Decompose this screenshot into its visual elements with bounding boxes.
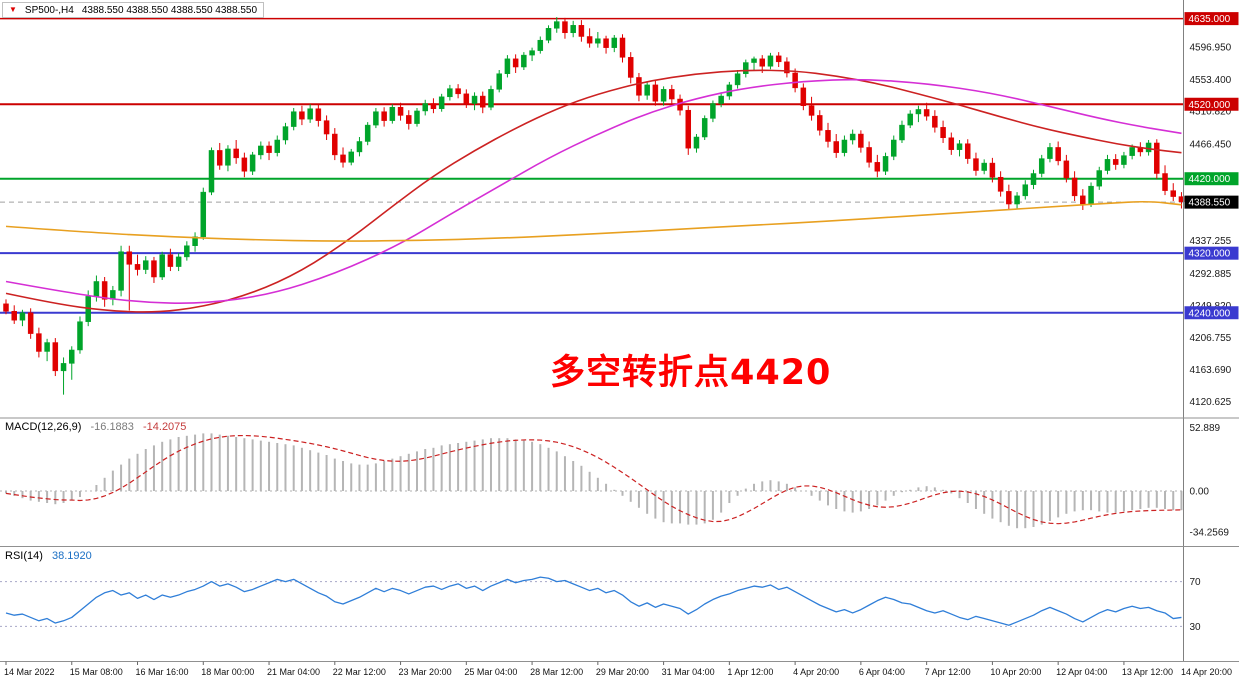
symbol-quote-bar[interactable]: ▼ SP500-,H4 4388.550 4388.550 4388.550 4… — [2, 2, 265, 18]
macd-main-value: -16.1883 — [90, 421, 134, 433]
symbol-dropdown-icon[interactable]: ▼ — [9, 5, 17, 14]
svg-text:14 Apr 20:00: 14 Apr 20:00 — [1181, 667, 1232, 677]
macd-signal-value: -14.2075 — [142, 421, 187, 433]
quote-values: 4388.550 4388.550 4388.550 4388.550 — [81, 4, 258, 16]
svg-text:4420.000: 4420.000 — [1189, 174, 1231, 185]
svg-text:14 Mar 2022: 14 Mar 2022 — [4, 667, 55, 677]
svg-text:23 Mar 20:00: 23 Mar 20:00 — [399, 667, 452, 677]
svg-text:10 Apr 20:00: 10 Apr 20:00 — [990, 667, 1041, 677]
macd-name: MACD(12,26,9) — [5, 421, 82, 433]
svg-text:6 Apr 04:00: 6 Apr 04:00 — [859, 667, 905, 677]
chart-annotation[interactable]: 多空转折点4420 — [550, 353, 832, 393]
svg-text:25 Mar 04:00: 25 Mar 04:00 — [464, 667, 517, 677]
svg-text:4520.000: 4520.000 — [1189, 100, 1231, 111]
rsi-indicator-label: RSI(14) 38.1920 — [5, 550, 92, 562]
svg-text:22 Mar 12:00: 22 Mar 12:00 — [333, 667, 386, 677]
svg-text:4388.550: 4388.550 — [1189, 198, 1231, 209]
svg-text:7 Apr 12:00: 7 Apr 12:00 — [925, 667, 971, 677]
svg-text:4337.255: 4337.255 — [1190, 236, 1232, 247]
svg-text:52.889: 52.889 — [1190, 423, 1221, 434]
svg-text:4120.625: 4120.625 — [1190, 397, 1232, 408]
svg-text:28 Mar 12:00: 28 Mar 12:00 — [530, 667, 583, 677]
svg-text:4596.950: 4596.950 — [1190, 42, 1232, 53]
svg-text:29 Mar 20:00: 29 Mar 20:00 — [596, 667, 649, 677]
svg-text:21 Mar 04:00: 21 Mar 04:00 — [267, 667, 320, 677]
svg-text:4635.000: 4635.000 — [1189, 14, 1231, 25]
svg-text:15 Mar 08:00: 15 Mar 08:00 — [70, 667, 123, 677]
svg-text:1 Apr 12:00: 1 Apr 12:00 — [727, 667, 773, 677]
macd-indicator-label: MACD(12,26,9) -16.1883 -14.2075 — [5, 421, 186, 433]
svg-text:4 Apr 20:00: 4 Apr 20:00 — [793, 667, 839, 677]
svg-text:13 Apr 12:00: 13 Apr 12:00 — [1122, 667, 1173, 677]
svg-text:4292.885: 4292.885 — [1190, 269, 1232, 280]
svg-text:4240.000: 4240.000 — [1189, 308, 1231, 319]
svg-text:70: 70 — [1190, 577, 1202, 588]
svg-text:16 Mar 16:00: 16 Mar 16:00 — [136, 667, 189, 677]
svg-text:4466.450: 4466.450 — [1190, 140, 1232, 151]
svg-text:12 Apr 04:00: 12 Apr 04:00 — [1056, 667, 1107, 677]
symbol-label: SP500-,H4 — [24, 4, 74, 16]
rsi-name: RSI(14) — [5, 550, 43, 562]
svg-text:4320.000: 4320.000 — [1189, 249, 1231, 260]
svg-text:4510.820: 4510.820 — [1190, 107, 1232, 118]
svg-text:30: 30 — [1190, 622, 1202, 633]
svg-text:4553.400: 4553.400 — [1190, 75, 1232, 86]
svg-text:-34.2569: -34.2569 — [1190, 528, 1230, 539]
svg-text:0.00: 0.00 — [1190, 487, 1210, 498]
svg-text:4163.690: 4163.690 — [1190, 365, 1232, 376]
svg-text:18 Mar 00:00: 18 Mar 00:00 — [201, 667, 254, 677]
svg-text:31 Mar 04:00: 31 Mar 04:00 — [662, 667, 715, 677]
rsi-value: 38.1920 — [51, 550, 92, 562]
svg-text:4206.755: 4206.755 — [1190, 333, 1232, 344]
